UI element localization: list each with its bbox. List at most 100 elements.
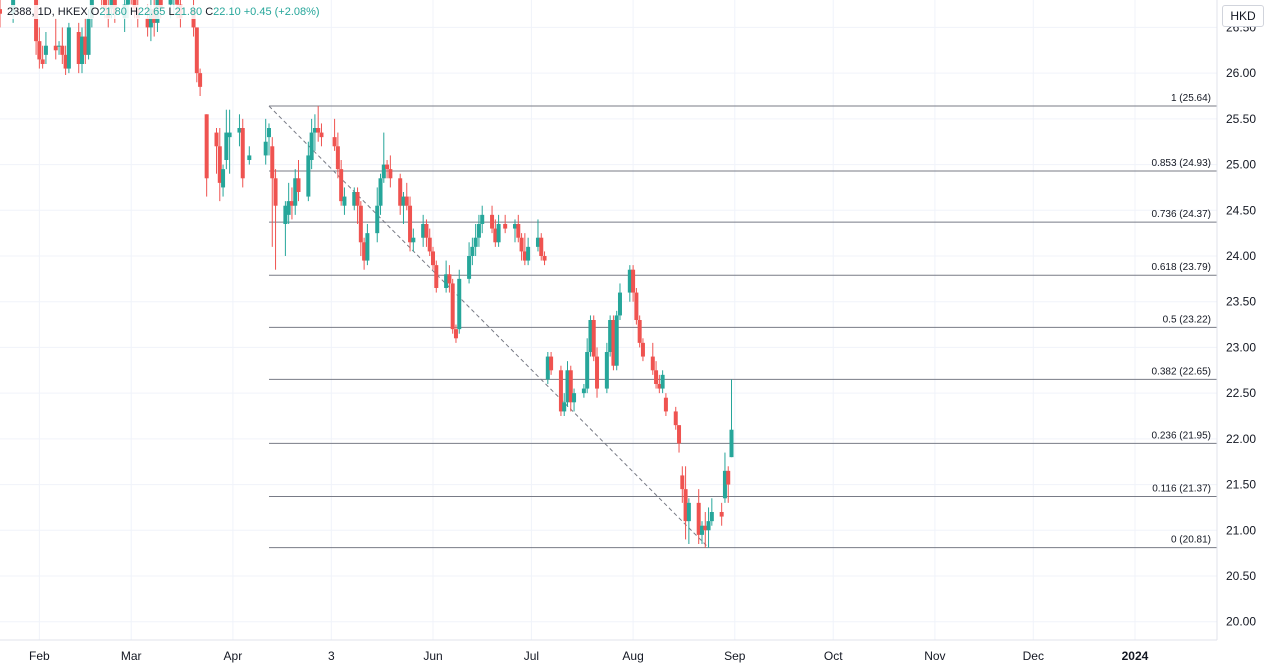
x-tick-label: Apr [224,649,243,663]
low-label: L [168,6,175,18]
candle-body [263,141,268,156]
candle [266,123,271,156]
candle-body [401,196,406,206]
candle [286,182,291,224]
candle-body [316,128,321,133]
fib-level-label: 0.5 (23.22) [1163,314,1211,325]
candle [335,132,340,179]
candle-body [86,18,91,55]
candle [227,109,232,174]
candle-body [109,0,114,10]
candle [703,512,708,548]
candle [352,187,357,211]
candle [631,265,636,302]
candle [729,379,734,458]
candle-body [293,178,298,206]
candle-body [83,36,88,55]
candle [549,352,554,375]
candle-body [614,315,619,366]
candle [263,118,268,165]
candle-body [306,155,311,197]
candle [309,118,314,170]
candle-body [562,402,567,412]
candle [470,237,475,266]
fib-level-label: 1 (25.64) [1171,93,1211,104]
candle-body [542,256,547,261]
candle [726,466,731,503]
candle [355,187,360,224]
candle [404,182,409,211]
candle-body [273,178,278,206]
candle-body [194,27,199,74]
candle-body [513,224,518,229]
candle [650,342,655,375]
candle-body [57,45,62,47]
candle-body [522,251,527,261]
candle [388,155,393,188]
candle [365,224,370,266]
candle [450,278,455,334]
candle-body [335,146,340,170]
fib-level-label: 0.853 (24.93) [1152,158,1212,169]
candle-body [545,356,550,380]
x-tick-label: Jul [524,649,539,663]
candle-body [470,246,475,256]
low-value: 21.80 [174,6,203,18]
candle [40,45,45,69]
fib-level-label: 0.236 (21.95) [1152,430,1212,441]
candle-body [168,0,173,5]
y-tick-label: 24.50 [1226,203,1256,217]
candle [480,205,485,234]
candle [375,187,380,243]
candle-body [677,425,682,444]
candle [80,27,85,74]
candle-body [217,146,222,183]
fib-retracement[interactable]: 1 (25.64) 0.853 (24.93) 0.736 (24.37) 0.618… [268,93,1217,549]
x-tick-label: Aug [622,649,643,663]
candle-body [227,132,232,138]
candle-body [490,214,495,229]
candle-body [591,320,596,357]
candle [37,27,42,69]
candle-body [637,320,642,343]
candle [421,214,426,247]
candle [66,22,71,74]
candle-body [339,169,344,202]
candle-body [706,521,711,531]
candle [709,498,714,526]
candle [558,365,563,416]
candle [398,173,403,215]
high-value: 22.65 [137,6,166,18]
candle-body [332,137,337,147]
candle-body [427,237,432,252]
candle [247,146,252,165]
candle [237,114,242,147]
candle-body [132,0,137,10]
candle-body [709,512,714,522]
candle-body [588,320,593,352]
candle-body [617,292,622,316]
candle-body [309,132,314,160]
y-tick-label: 25.50 [1226,112,1256,126]
y-tick-label: 20.50 [1226,569,1256,583]
candle [657,374,662,394]
candle [535,219,540,252]
candle-body [198,73,203,87]
currency-button[interactable]: HKD [1222,5,1264,27]
candle-body [447,274,452,284]
candle [568,365,573,412]
y-tick-label: 26.00 [1226,66,1256,80]
candle [332,118,337,151]
candle-body [378,178,383,206]
candle [660,370,665,394]
candle [411,228,416,252]
close-label: C [205,6,214,18]
candle [457,269,462,334]
change-value: +0.45 (+2.08%) [243,6,320,18]
candle-body [34,0,39,42]
fib-level-label: 0.618 (23.79) [1152,262,1212,273]
candle-body [558,370,563,412]
x-tick-label: Jun [423,649,442,663]
candle [221,164,226,197]
